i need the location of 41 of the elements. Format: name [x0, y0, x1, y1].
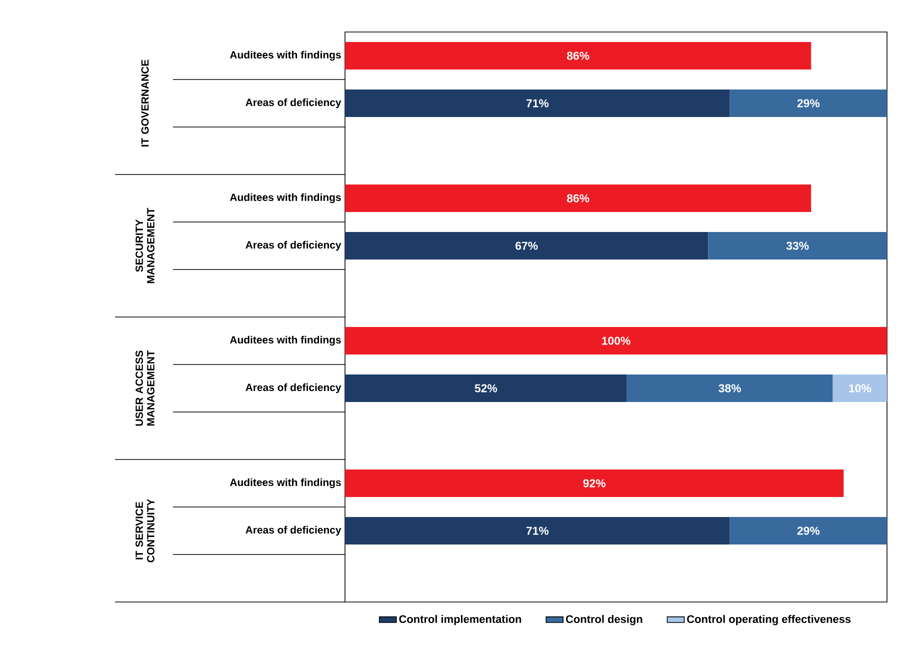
bar	[345, 374, 627, 402]
y-tick-label: Auditees with findings	[230, 336, 341, 346]
bar	[730, 89, 888, 118]
y-tick-label: Auditees with findings	[230, 50, 341, 61]
data-label: 100%	[602, 336, 630, 345]
data-label: 86%	[566, 194, 590, 202]
bar	[345, 232, 708, 260]
y-tick-label: Auditees with findings	[230, 193, 341, 204]
data-label: 33%	[786, 242, 809, 250]
bar	[345, 184, 812, 212]
data-label: 10%	[849, 384, 872, 392]
data-label: 52%	[474, 384, 498, 392]
text: SECURITY MANAGEMENT	[136, 208, 154, 284]
text: IT SERVICE CONTINUITY	[136, 498, 154, 562]
legend-label: Control operating effectiveness	[687, 614, 851, 626]
data-label: 71%	[526, 99, 549, 108]
legend-label: Control design	[566, 614, 642, 626]
data-label: 71%	[526, 526, 549, 535]
data-label: 86%	[566, 52, 590, 60]
bar	[730, 516, 888, 545]
bar	[345, 42, 812, 70]
bar	[345, 89, 730, 118]
legend-label: Control implementation	[399, 614, 522, 626]
data-label: 92%	[583, 479, 606, 488]
bar	[345, 326, 888, 355]
bar	[626, 374, 833, 402]
bar	[708, 232, 888, 260]
data-label: 29%	[797, 526, 820, 535]
y-tick-label: Areas of deficiency	[246, 240, 342, 251]
y-tick-label: Auditees with findings	[230, 478, 341, 488]
data-label: 29%	[797, 99, 820, 108]
text: USER ACCESS MANAGEMENT	[136, 350, 154, 426]
bar	[345, 469, 844, 498]
text: IT GOVERNANCE	[141, 60, 149, 146]
bar	[832, 374, 888, 402]
bar	[345, 516, 730, 545]
data-label: 38%	[718, 384, 741, 392]
y-tick-label: Areas of deficiency	[246, 526, 342, 536]
y-tick-label: Areas of deficiency	[246, 98, 342, 108]
y-tick-label: Areas of deficiency	[246, 383, 342, 394]
data-label: 67%	[516, 242, 538, 250]
